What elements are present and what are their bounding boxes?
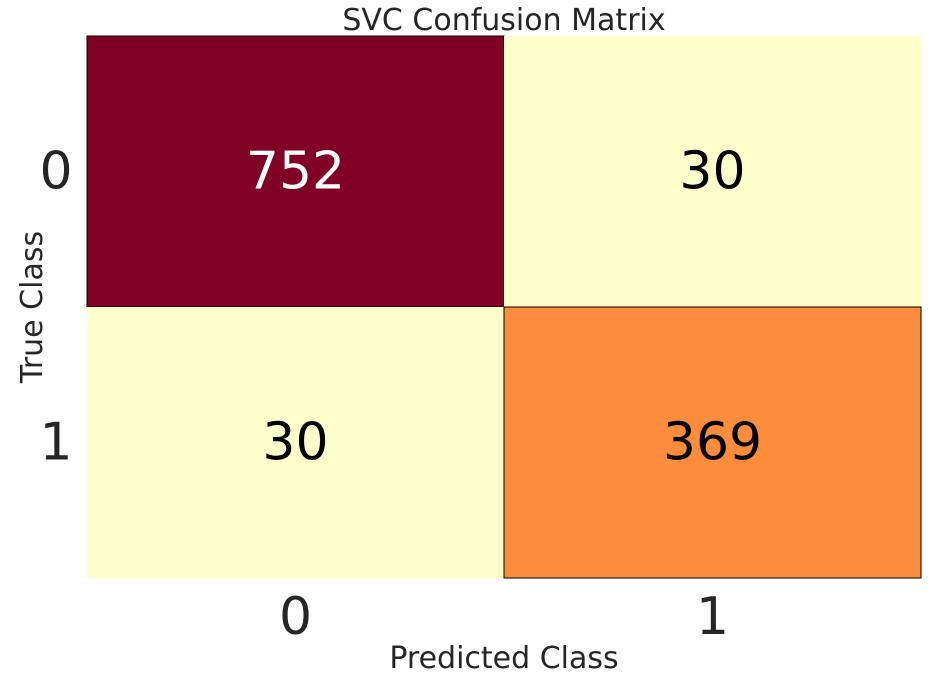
- y-tick-label-0: 0: [39, 142, 72, 202]
- y-axis-label: True Class: [15, 231, 50, 384]
- heatmap-cell-labels: 752 30 30 369: [246, 142, 762, 473]
- x-axis-label: Predicted Class: [389, 641, 618, 676]
- heatmap-cell-0-0: [86, 35, 505, 308]
- heatmap-cell-0-1: [504, 36, 921, 307]
- x-tick-label-0: 0: [279, 587, 312, 647]
- cell-value-1-0: 30: [262, 413, 328, 473]
- x-tick-label-1: 1: [696, 587, 729, 647]
- heatmap-cells: [86, 35, 922, 579]
- heatmap-cell-1-1: [503, 306, 922, 579]
- cell-value-1-1: 369: [663, 413, 762, 473]
- cell-value-0-0: 752: [246, 142, 345, 202]
- cell-value-0-1: 30: [679, 142, 745, 202]
- y-tick-label-1: 1: [39, 413, 72, 473]
- heatmap-cell-1-0: [87, 307, 504, 578]
- chart-title: SVC Confusion Matrix: [342, 3, 665, 38]
- y-axis-ticks: 01: [39, 142, 72, 473]
